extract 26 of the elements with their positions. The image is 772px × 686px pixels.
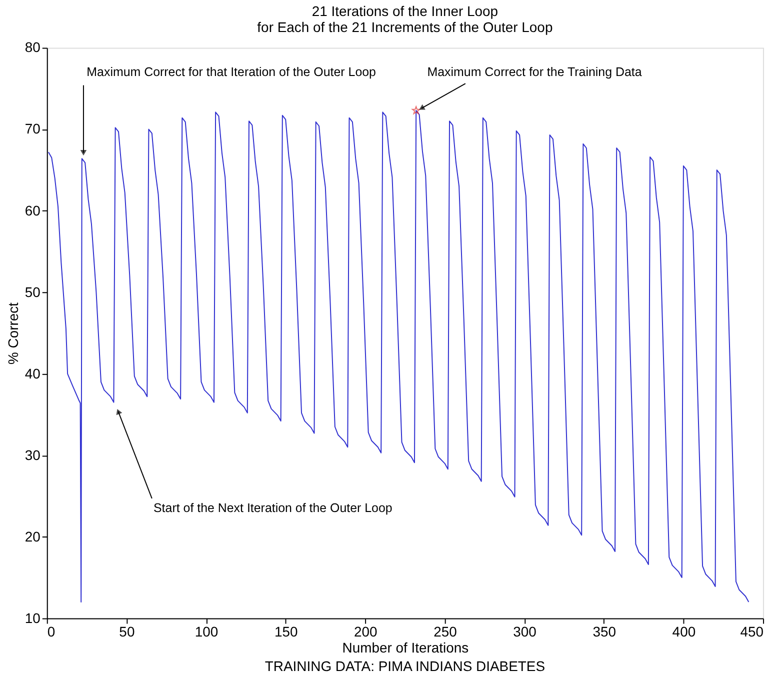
- annotation: Start of the Next Iteration of the Outer Loop: [154, 501, 392, 516]
- x-axis-title: Number of Iterations: [342, 640, 469, 656]
- x-tick-label: 50: [119, 624, 135, 640]
- y-tick-label: 80: [24, 39, 41, 56]
- y-tick-label: 10: [24, 610, 41, 626]
- x-tick-label: 300: [513, 624, 537, 640]
- x-tick-label: 200: [354, 624, 378, 640]
- x-tick-label: 0: [47, 624, 56, 640]
- x-tick-label: 450: [740, 624, 764, 640]
- x-tick-label: 350: [592, 624, 616, 640]
- y-axis-title: % Correct: [4, 302, 21, 365]
- annotation: Maximum Correct for that Iteration of the Outer Loop: [86, 65, 376, 80]
- y-tick-label: 30: [24, 446, 41, 463]
- y-tick-label: 50: [24, 284, 41, 300]
- x-tick-label: 100: [194, 624, 218, 640]
- y-tick-label: 70: [24, 120, 41, 137]
- x-tick-label: 250: [434, 624, 458, 640]
- text: TRAINING DATA: PIMA INDIANS DIABETES: [264, 658, 546, 674]
- x-tick-label: 150: [274, 624, 298, 640]
- chart-subtitle: for Each of the 21 Increments of the Outer Loop: [257, 18, 553, 35]
- y-tick-label: 20: [24, 528, 41, 544]
- chart-title: 21 Iterations of the Inner Loop: [312, 2, 498, 19]
- y-tick-label: 40: [24, 365, 41, 382]
- x-tick-label: 400: [672, 624, 696, 640]
- y-tick-label: 60: [24, 202, 41, 218]
- annotation: Maximum Correct for the Training Data: [427, 65, 642, 80]
